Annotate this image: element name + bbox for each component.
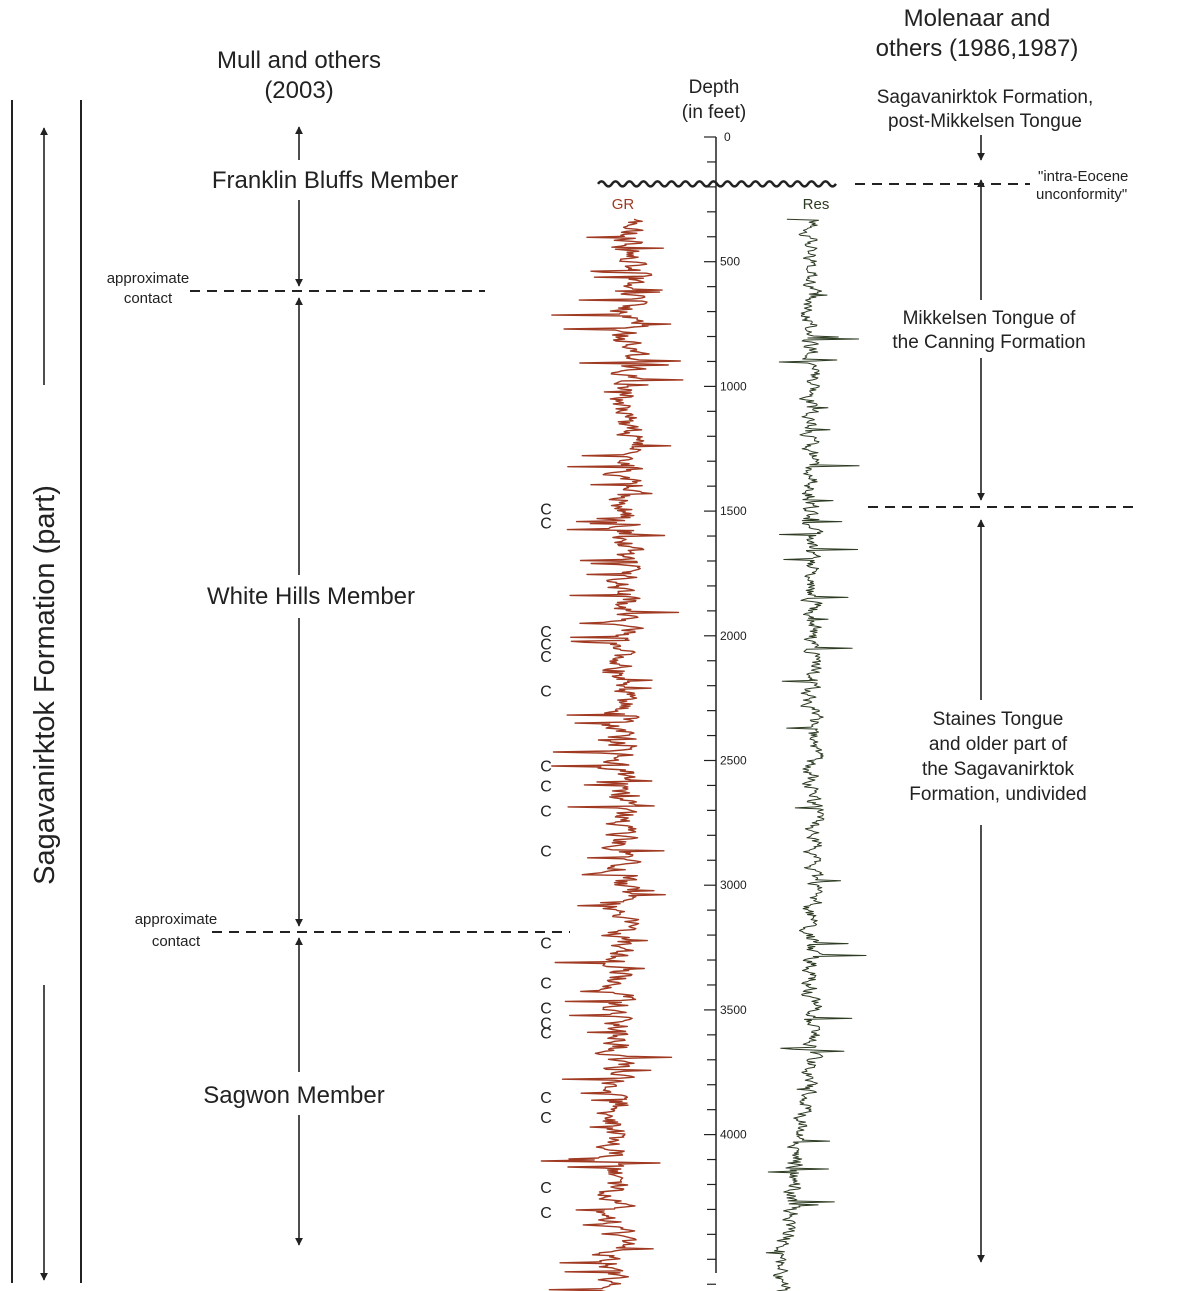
coal-marker-c: C [540, 624, 552, 641]
coal-marker-c: C [540, 1090, 552, 1107]
staines-line2: and older part of [929, 734, 1068, 755]
formation-bracket: Sagavanirktok Formation (part) [11, 100, 82, 1283]
member-franklin-bluffs: Franklin Bluffs Member [212, 167, 458, 194]
top-unit-line2: post-Mikkelsen Tongue [888, 111, 1082, 132]
top-unit-line1: Sagavanirktok Formation, [877, 87, 1094, 108]
member-white-hills: White Hills Member [207, 583, 415, 610]
staines-line3: the Sagavanirktok [922, 759, 1075, 780]
depth-label-line1: Depth [689, 77, 740, 98]
unconformity-wavy-line [596, 180, 838, 188]
depth-tick-label: 0 [724, 130, 731, 144]
unconformity-label-line2: unconformity" [1036, 186, 1127, 203]
coal-marker-c: C [540, 1180, 552, 1197]
staines-line1: Staines Tongue [933, 709, 1064, 730]
coal-marker-c: C [540, 936, 552, 953]
contact-upper-line1: approximate [107, 270, 190, 287]
resistivity-curve [765, 218, 867, 1291]
coal-marker-c: C [540, 803, 552, 820]
unconformity-label-line1: "intra-Eocene [1038, 168, 1128, 185]
depth-tick-label: 1000 [720, 379, 747, 393]
depth-axis: 0 500 1000 1500 2000 2500 3000 3500 4000 [704, 130, 747, 1285]
depth-tick-label: 3000 [720, 878, 747, 892]
mikkelsen-line2: the Canning Formation [892, 332, 1085, 353]
right-source-line1: Molenaar and [904, 5, 1051, 32]
depth-tick-label: 2500 [720, 754, 747, 768]
coal-marker-c: C [540, 649, 552, 666]
gr-curve-label: GR [612, 196, 635, 213]
coal-marker-c: C [540, 778, 552, 795]
contact-lower-line1: approximate [135, 911, 218, 928]
coal-marker-c: C [540, 502, 552, 519]
depth-tick-label: 3500 [720, 1003, 747, 1017]
res-curve-label: Res [803, 196, 830, 213]
gamma-ray-curve [540, 218, 684, 1291]
coal-marker-c: C [540, 684, 552, 701]
left-source-line2: (2003) [264, 77, 333, 104]
left-source-line1: Mull and others [217, 47, 381, 74]
depth-tick-label: 4000 [720, 1128, 747, 1142]
depth-tick-label: 2000 [720, 629, 747, 643]
coal-marker-c: C [540, 1110, 552, 1127]
coal-marker-c: C [540, 843, 552, 860]
right-source-line2: others (1986,1987) [876, 35, 1079, 62]
coal-marker-c: C [540, 515, 552, 532]
member-sagwon: Sagwon Member [203, 1082, 384, 1109]
formation-label: Sagavanirktok Formation (part) [29, 485, 61, 885]
coal-marker-c: C [540, 1025, 552, 1042]
coal-marker-c: C [540, 1000, 552, 1017]
staines-line4: Formation, undivided [909, 784, 1086, 805]
coal-marker-c: C [540, 1015, 552, 1032]
depth-label-line2: (in feet) [682, 102, 746, 123]
coal-marker-c: C [540, 976, 552, 993]
coal-marker-c: C [540, 1205, 552, 1222]
coal-marker-c: C [540, 636, 552, 653]
depth-tick-label: 500 [720, 255, 740, 269]
depth-tick-label: 1500 [720, 504, 747, 518]
coal-marker-c: C [540, 759, 552, 776]
contact-lower-line2: contact [152, 933, 201, 950]
contact-upper-line2: contact [124, 290, 173, 307]
mikkelsen-line1: Mikkelsen Tongue of [903, 308, 1077, 329]
